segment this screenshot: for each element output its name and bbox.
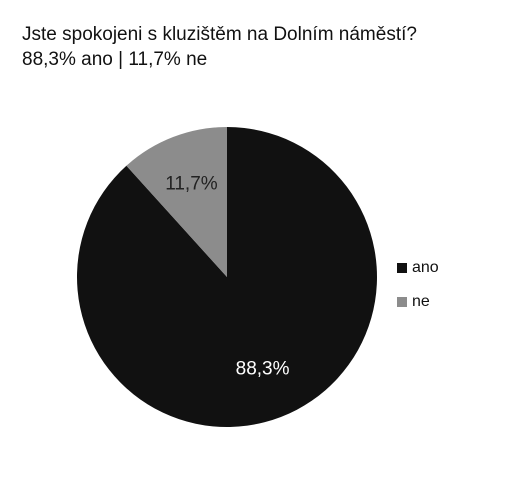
pie-slice [126, 127, 227, 277]
chart-subtitle: 88,3% ano | 11,7% ne [22, 49, 207, 70]
slice-label: 11,7% [165, 174, 218, 195]
chart-title: Jste spokojeni s kluzištěm na Dolním nám… [22, 24, 417, 45]
pie-slice [76, 127, 377, 428]
legend-label: ano [412, 259, 439, 276]
legend-swatch [397, 263, 407, 273]
legend-label: ne [412, 293, 430, 310]
legend-swatch [397, 297, 407, 307]
slice-label: 88,3% [236, 358, 290, 379]
